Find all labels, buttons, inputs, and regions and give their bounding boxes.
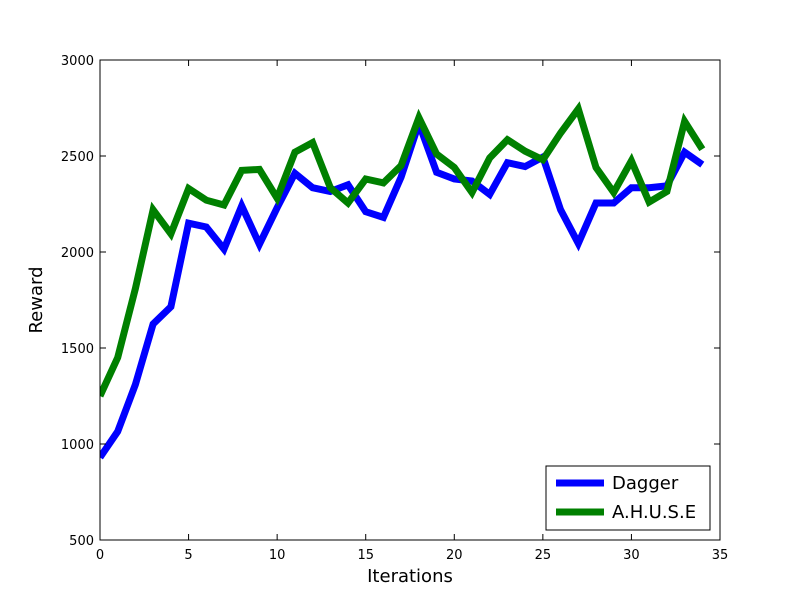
x-tick-label: 15 <box>357 548 374 563</box>
x-tick-label: 0 <box>96 548 104 563</box>
legend-label-ahuse: A.H.U.S.E <box>612 502 696 523</box>
x-tick-label: 25 <box>535 548 552 563</box>
legend-label-dagger: Dagger <box>612 473 679 494</box>
series-layer <box>100 101 706 460</box>
x-tick-label: 35 <box>712 548 729 563</box>
series-line-ahuse <box>100 101 706 398</box>
plot-frame <box>99 59 721 541</box>
y-tick-label: 1000 <box>61 438 94 453</box>
x-tick-label: 5 <box>184 548 192 563</box>
y-tick-label: 3000 <box>61 54 94 69</box>
series-line-dagger <box>100 122 705 460</box>
y-tick-label: 2000 <box>61 246 94 261</box>
y-tick-label: 500 <box>69 534 94 549</box>
x-tick-label: 10 <box>269 548 286 563</box>
x-axis-label: Iterations <box>367 566 453 587</box>
legend-frame <box>545 465 711 531</box>
y-tick-label: 1500 <box>61 342 94 357</box>
legend: Dagger A.H.U.S.E <box>545 465 711 531</box>
x-tick-label: 20 <box>446 548 463 563</box>
y-axis-label: Reward <box>26 266 47 333</box>
ticks-layer: 0 5 10 15 20 25 30 35 500 1000 1500 2000 2500 3000 <box>61 54 728 563</box>
x-tick-label: 30 <box>623 548 640 563</box>
y-tick-label: 2500 <box>61 150 94 165</box>
